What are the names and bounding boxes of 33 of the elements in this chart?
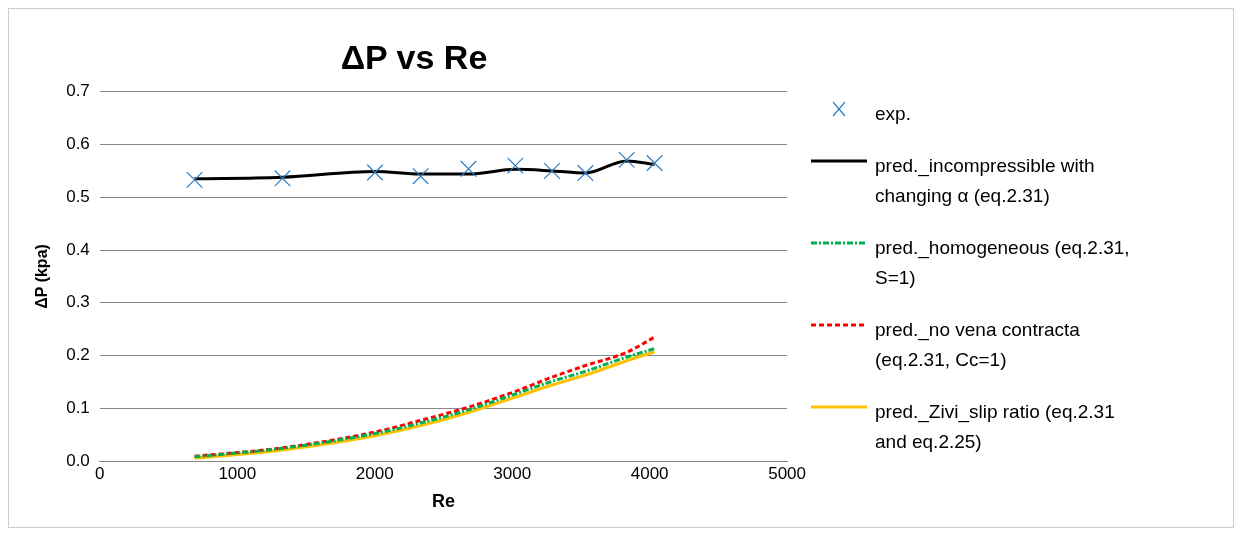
point xyxy=(412,167,430,185)
legend-label: pred._no vena contracta (eq.2.31, Cc=1) xyxy=(875,318,1081,372)
y-tick-label: 0.5 xyxy=(66,186,90,206)
point xyxy=(577,164,594,182)
y-tick-label: 0.7 xyxy=(66,81,90,101)
y-axis-title: ΔP (kpa) xyxy=(33,244,51,309)
legend-label: pred._incompressible with changing α (eq.2.31) xyxy=(875,154,1096,208)
point xyxy=(646,154,663,172)
x-tick-label: 5000 xyxy=(768,463,806,483)
point xyxy=(274,169,291,187)
y-tick-label: 0.1 xyxy=(66,397,90,417)
x-tick-label: 2000 xyxy=(355,463,394,483)
x-tick-label: 0 xyxy=(95,463,105,483)
line-series xyxy=(193,159,657,181)
chart-title: ΔP vs Re xyxy=(340,37,488,76)
point xyxy=(506,157,524,175)
y-tick-label: 0.2 xyxy=(66,345,90,365)
point xyxy=(543,162,561,180)
point xyxy=(366,164,384,181)
y-tick-label: 0.6 xyxy=(66,134,90,154)
point xyxy=(460,160,477,178)
point xyxy=(186,171,203,189)
legend-label: pred._Zivi_slip ratio (eq.2.31 and eq.2.25) xyxy=(875,400,1116,454)
legend-label: exp. xyxy=(875,102,912,126)
y-tick-label: 0.3 xyxy=(66,292,90,312)
x-tick-label: 4000 xyxy=(630,463,669,483)
x-tick-label: 3000 xyxy=(493,463,532,483)
legend-label: pred._homogeneous (eq.2.31, S=1) xyxy=(875,236,1131,290)
x-axis-title: Re xyxy=(431,491,455,512)
y-tick-label: 0.4 xyxy=(66,239,90,259)
point xyxy=(618,151,636,169)
x-tick-label: 1000 xyxy=(218,463,257,483)
y-tick-label: 0.0 xyxy=(66,450,90,470)
